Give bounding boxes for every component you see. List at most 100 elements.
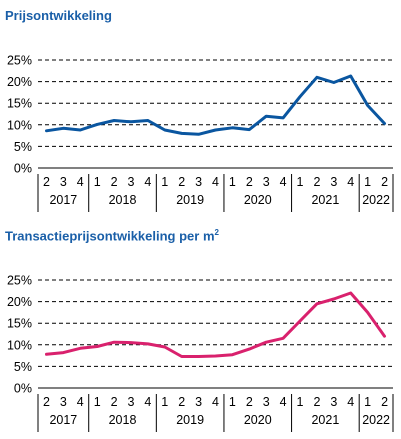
- chart-title: Transactieprijsontwikkeling per m2: [5, 228, 219, 244]
- x-quarter-label: 1: [297, 175, 304, 189]
- x-quarter-label: 1: [94, 175, 101, 189]
- data-point: [214, 128, 217, 132]
- data-point: [349, 291, 352, 295]
- x-quarter-label: 3: [127, 175, 134, 189]
- x-quarter-label: 3: [263, 175, 270, 189]
- x-quarter-label: 1: [364, 395, 371, 409]
- data-point: [332, 297, 336, 301]
- x-quarter-label: 2: [381, 395, 388, 409]
- data-point: [265, 341, 268, 344]
- x-year-label: 2017: [49, 413, 77, 427]
- data-point: [383, 122, 386, 125]
- x-year-label: 2021: [311, 193, 339, 207]
- chart-plot: 0%5%10%15%20%25%2 3 4 1 2 3 4 1 2 3 4 1 2 3 4 1 2 3 4 1 2201…: [7, 54, 394, 212]
- data-point: [129, 120, 133, 123]
- data-point: [180, 355, 183, 358]
- x-quarter-label: 4: [144, 395, 151, 409]
- x-quarter-label: 3: [195, 395, 202, 409]
- price-development-chart: Prijsontwikkeling 0% 5% 10% 15% 20% 25% 2 3 4 1 2 3…: [5, 8, 394, 212]
- data-point: [129, 341, 133, 344]
- data-point: [281, 337, 285, 340]
- x-quarter-label: 4: [347, 175, 354, 189]
- data-point: [231, 126, 234, 130]
- x-quarter-label: 1: [161, 175, 168, 189]
- data-point: [95, 123, 99, 126]
- data-point: [265, 114, 268, 118]
- x-quarter-label: 1: [297, 395, 304, 409]
- x-quarter-label: 4: [144, 175, 151, 189]
- data-point: [197, 133, 200, 136]
- y-tick-label: 5%: [14, 360, 32, 374]
- data-point: [231, 353, 234, 356]
- x-quarter-label: 4: [347, 395, 354, 409]
- data-point: [95, 345, 99, 348]
- x-year-label: 2018: [109, 193, 137, 207]
- x-quarter-label: 2: [111, 175, 118, 189]
- y-tick-label: 0%: [14, 382, 32, 396]
- data-point: [146, 119, 150, 122]
- x-quarter-label: 1: [364, 175, 371, 189]
- x-quarter-label: 4: [280, 175, 287, 189]
- y-tick-label: 25%: [7, 274, 32, 288]
- data-point: [197, 355, 200, 358]
- data-point: [366, 104, 369, 107]
- chart-plot: 0%5%10%15%20%25%2 3 4 1 2 3 4 1 2 3 4 1 2 3 4 1 2 3 4 1 2201…: [7, 274, 394, 432]
- x-quarter-label: 3: [330, 175, 337, 189]
- x-quarter-label: 2: [313, 175, 320, 189]
- y-tick-label: 10%: [7, 118, 32, 132]
- data-point: [298, 319, 302, 323]
- data-point: [315, 302, 319, 305]
- x-quarter-label: 3: [330, 395, 337, 409]
- x-quarter-label: 2: [43, 395, 50, 409]
- x-quarter-label: 3: [127, 395, 134, 409]
- y-tick-label: 5%: [14, 140, 32, 154]
- y-tick-label: 20%: [7, 295, 32, 309]
- y-tick-label: 25%: [7, 54, 32, 68]
- data-point: [112, 341, 116, 344]
- data-point: [248, 128, 251, 131]
- data-point: [163, 345, 166, 349]
- data-point: [281, 116, 285, 120]
- x-quarter-label: 2: [111, 395, 118, 409]
- data-point: [180, 132, 183, 135]
- x-quarter-label: 2: [246, 175, 253, 189]
- x-year-label: 2019: [176, 193, 204, 207]
- x-quarter-label: 1: [161, 395, 168, 409]
- x-quarter-label: 2: [246, 395, 253, 409]
- x-year-label: 2020: [244, 413, 272, 427]
- data-point: [79, 347, 82, 350]
- data-point: [45, 353, 48, 356]
- x-quarter-label: 4: [212, 395, 219, 409]
- y-tick-label: 0%: [14, 162, 32, 176]
- x-year-label: 2020: [244, 193, 272, 207]
- data-point: [146, 342, 150, 346]
- data-point: [248, 347, 251, 351]
- data-point: [298, 95, 302, 98]
- x-year-label: 2019: [176, 413, 204, 427]
- data-point: [383, 334, 386, 338]
- x-quarter-label: 1: [229, 395, 236, 409]
- data-point: [62, 351, 65, 354]
- x-quarter-label: 2: [178, 175, 185, 189]
- x-quarter-label: 2: [43, 175, 50, 189]
- x-quarter-label: 2: [178, 395, 185, 409]
- x-quarter-label: 1: [229, 175, 236, 189]
- x-year-label: 2022: [362, 193, 390, 207]
- x-quarter-label: 3: [60, 175, 67, 189]
- transaction-price-per-m2-chart: Transactieprijsontwikkeling per m2 0% 5% 1…: [0, 220, 401, 439]
- data-point: [45, 129, 48, 133]
- y-tick-label: 15%: [7, 97, 32, 111]
- chart-title: Prijsontwikkeling: [5, 8, 112, 23]
- data-point: [315, 76, 319, 79]
- x-quarter-label: 3: [195, 175, 202, 189]
- x-quarter-label: 4: [77, 175, 84, 189]
- y-tick-label: 10%: [7, 338, 32, 352]
- data-point: [349, 74, 352, 78]
- x-year-label: 2022: [362, 413, 390, 427]
- x-quarter-label: 2: [313, 395, 320, 409]
- x-quarter-label: 2: [381, 175, 388, 189]
- x-year-label: 2017: [49, 193, 77, 207]
- data-point: [163, 128, 166, 132]
- x-quarter-label: 4: [77, 395, 84, 409]
- x-quarter-label: 1: [94, 395, 101, 409]
